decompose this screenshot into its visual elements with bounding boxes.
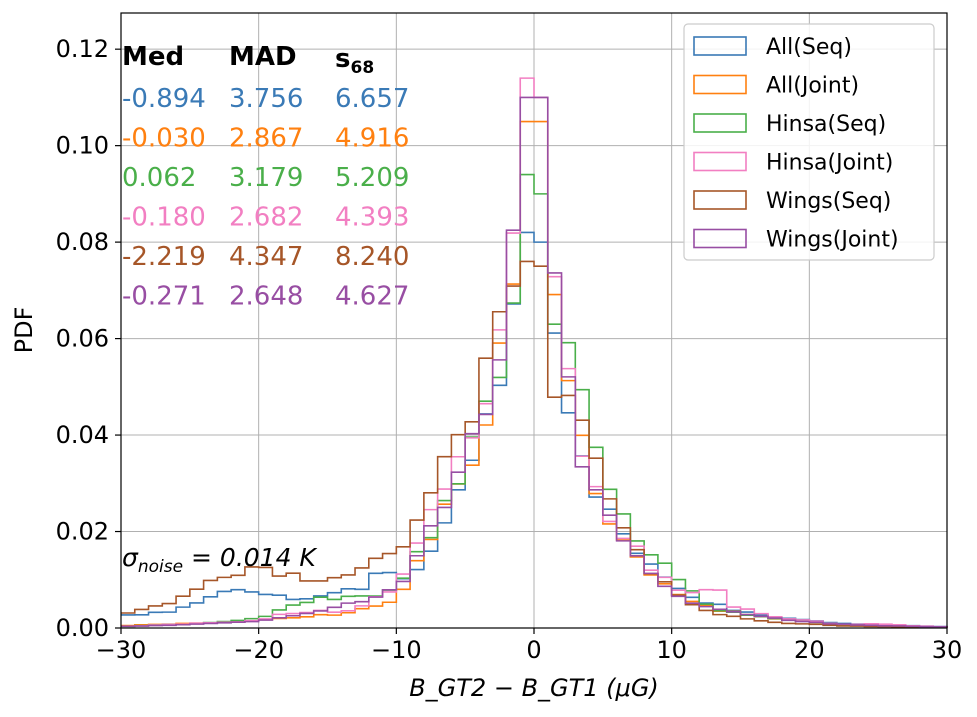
stat-s68-all-joint: 4.916: [335, 124, 409, 154]
x-tick-label: 10: [656, 636, 687, 664]
s68-subscript: 68: [350, 58, 374, 78]
stats-table: Med MAD s68 -0.894 3.756 6.657 -0.030 2.867 4…: [122, 42, 409, 312]
x-tick-label: 20: [794, 636, 825, 664]
x-axis-ticks: −30 −20 −10 0 10 20 30: [96, 628, 963, 664]
stat-mad-hinsa-joint: 2.682: [229, 203, 303, 233]
x-tick-label: −20: [233, 636, 284, 664]
stat-s68-hinsa-seq: 5.209: [335, 163, 409, 193]
legend-swatch-hinsa-seq: [693, 113, 747, 133]
noise-annotation: σnoise = 0.014 K: [122, 543, 318, 577]
stat-med-wings-joint: -0.271: [122, 282, 206, 312]
legend-label-all-joint: All(Joint): [766, 74, 859, 99]
stats-header-med: Med: [122, 42, 184, 72]
y-tick-label: 0.06: [56, 325, 109, 353]
y-tick-label: 0.00: [56, 614, 109, 642]
x-tick-label: 0: [526, 636, 541, 664]
legend-swatch-wings-joint: [693, 228, 747, 249]
stats-rows: -0.894 3.756 6.657 -0.030 2.867 4.916 0.062 3.1…: [122, 84, 409, 312]
legend-label-all-seq: All(Seq): [766, 35, 852, 60]
stat-s68-hinsa-joint: 4.393: [335, 203, 409, 233]
stat-mad-hinsa-seq: 3.179: [229, 163, 303, 193]
stat-s68-all-seq: 6.657: [335, 84, 409, 114]
legend-label-hinsa-seq: Hinsa(Seq): [766, 112, 886, 137]
stat-s68-wings-seq: 8.240: [335, 242, 409, 272]
legend-label-wings-joint: Wings(Joint): [766, 228, 899, 253]
legend-items: All(Seq) All(Joint) Hinsa(Seq) Hinsa(Joint)…: [693, 35, 899, 253]
stat-med-all-seq: -0.894: [122, 84, 206, 114]
stats-header-s68: s68: [335, 44, 374, 78]
legend-label-wings-seq: Wings(Seq): [766, 189, 891, 214]
y-tick-label: 0.04: [56, 421, 109, 449]
legend-swatch-all-seq: [693, 36, 747, 56]
s68-base: s: [335, 44, 350, 74]
y-tick-label: 0.02: [56, 518, 109, 546]
x-tick-label: 30: [932, 636, 963, 664]
noise-value: = 0.014 K: [183, 543, 318, 572]
y-axis-label: PDF: [10, 307, 38, 354]
stat-mad-all-seq: 3.756: [229, 84, 303, 114]
legend-label-hinsa-joint: Hinsa(Joint): [766, 151, 893, 176]
legend: All(Seq) All(Joint) Hinsa(Seq) Hinsa(Joint)…: [683, 23, 935, 261]
legend-swatch-all-joint: [693, 74, 747, 95]
y-tick-label: 0.10: [56, 132, 109, 160]
legend-swatch-wings-seq: [693, 190, 747, 210]
stat-med-hinsa-seq: 0.062: [122, 163, 196, 193]
stat-med-wings-seq: -2.219: [122, 242, 206, 272]
y-axis-ticks: 0.00 0.02 0.04 0.06 0.08 0.10 0.12: [56, 35, 121, 642]
stat-mad-wings-seq: 4.347: [229, 242, 303, 272]
histogram-wings-seq: [121, 260, 948, 629]
x-tick-label: −10: [371, 636, 422, 664]
stat-mad-wings-joint: 2.648: [229, 282, 303, 312]
stats-header-mad: MAD: [229, 42, 297, 72]
stat-med-all-joint: -0.030: [122, 124, 206, 154]
histogram-wings-joint: [121, 96, 948, 628]
y-tick-label: 0.08: [56, 228, 109, 256]
stat-s68-wings-joint: 4.627: [335, 282, 409, 312]
noise-sigma: σ: [122, 543, 139, 572]
histogram-series: [121, 77, 948, 629]
stat-med-hinsa-joint: -0.180: [122, 203, 206, 233]
noise-subscript: noise: [138, 557, 183, 577]
x-axis-label: B_GT2 − B_GT1 (μG): [409, 674, 659, 702]
x-tick-label: −30: [96, 636, 147, 664]
legend-swatch-hinsa-joint: [693, 151, 747, 172]
stat-mad-all-joint: 2.867: [229, 124, 303, 154]
y-tick-label: 0.12: [56, 35, 109, 63]
